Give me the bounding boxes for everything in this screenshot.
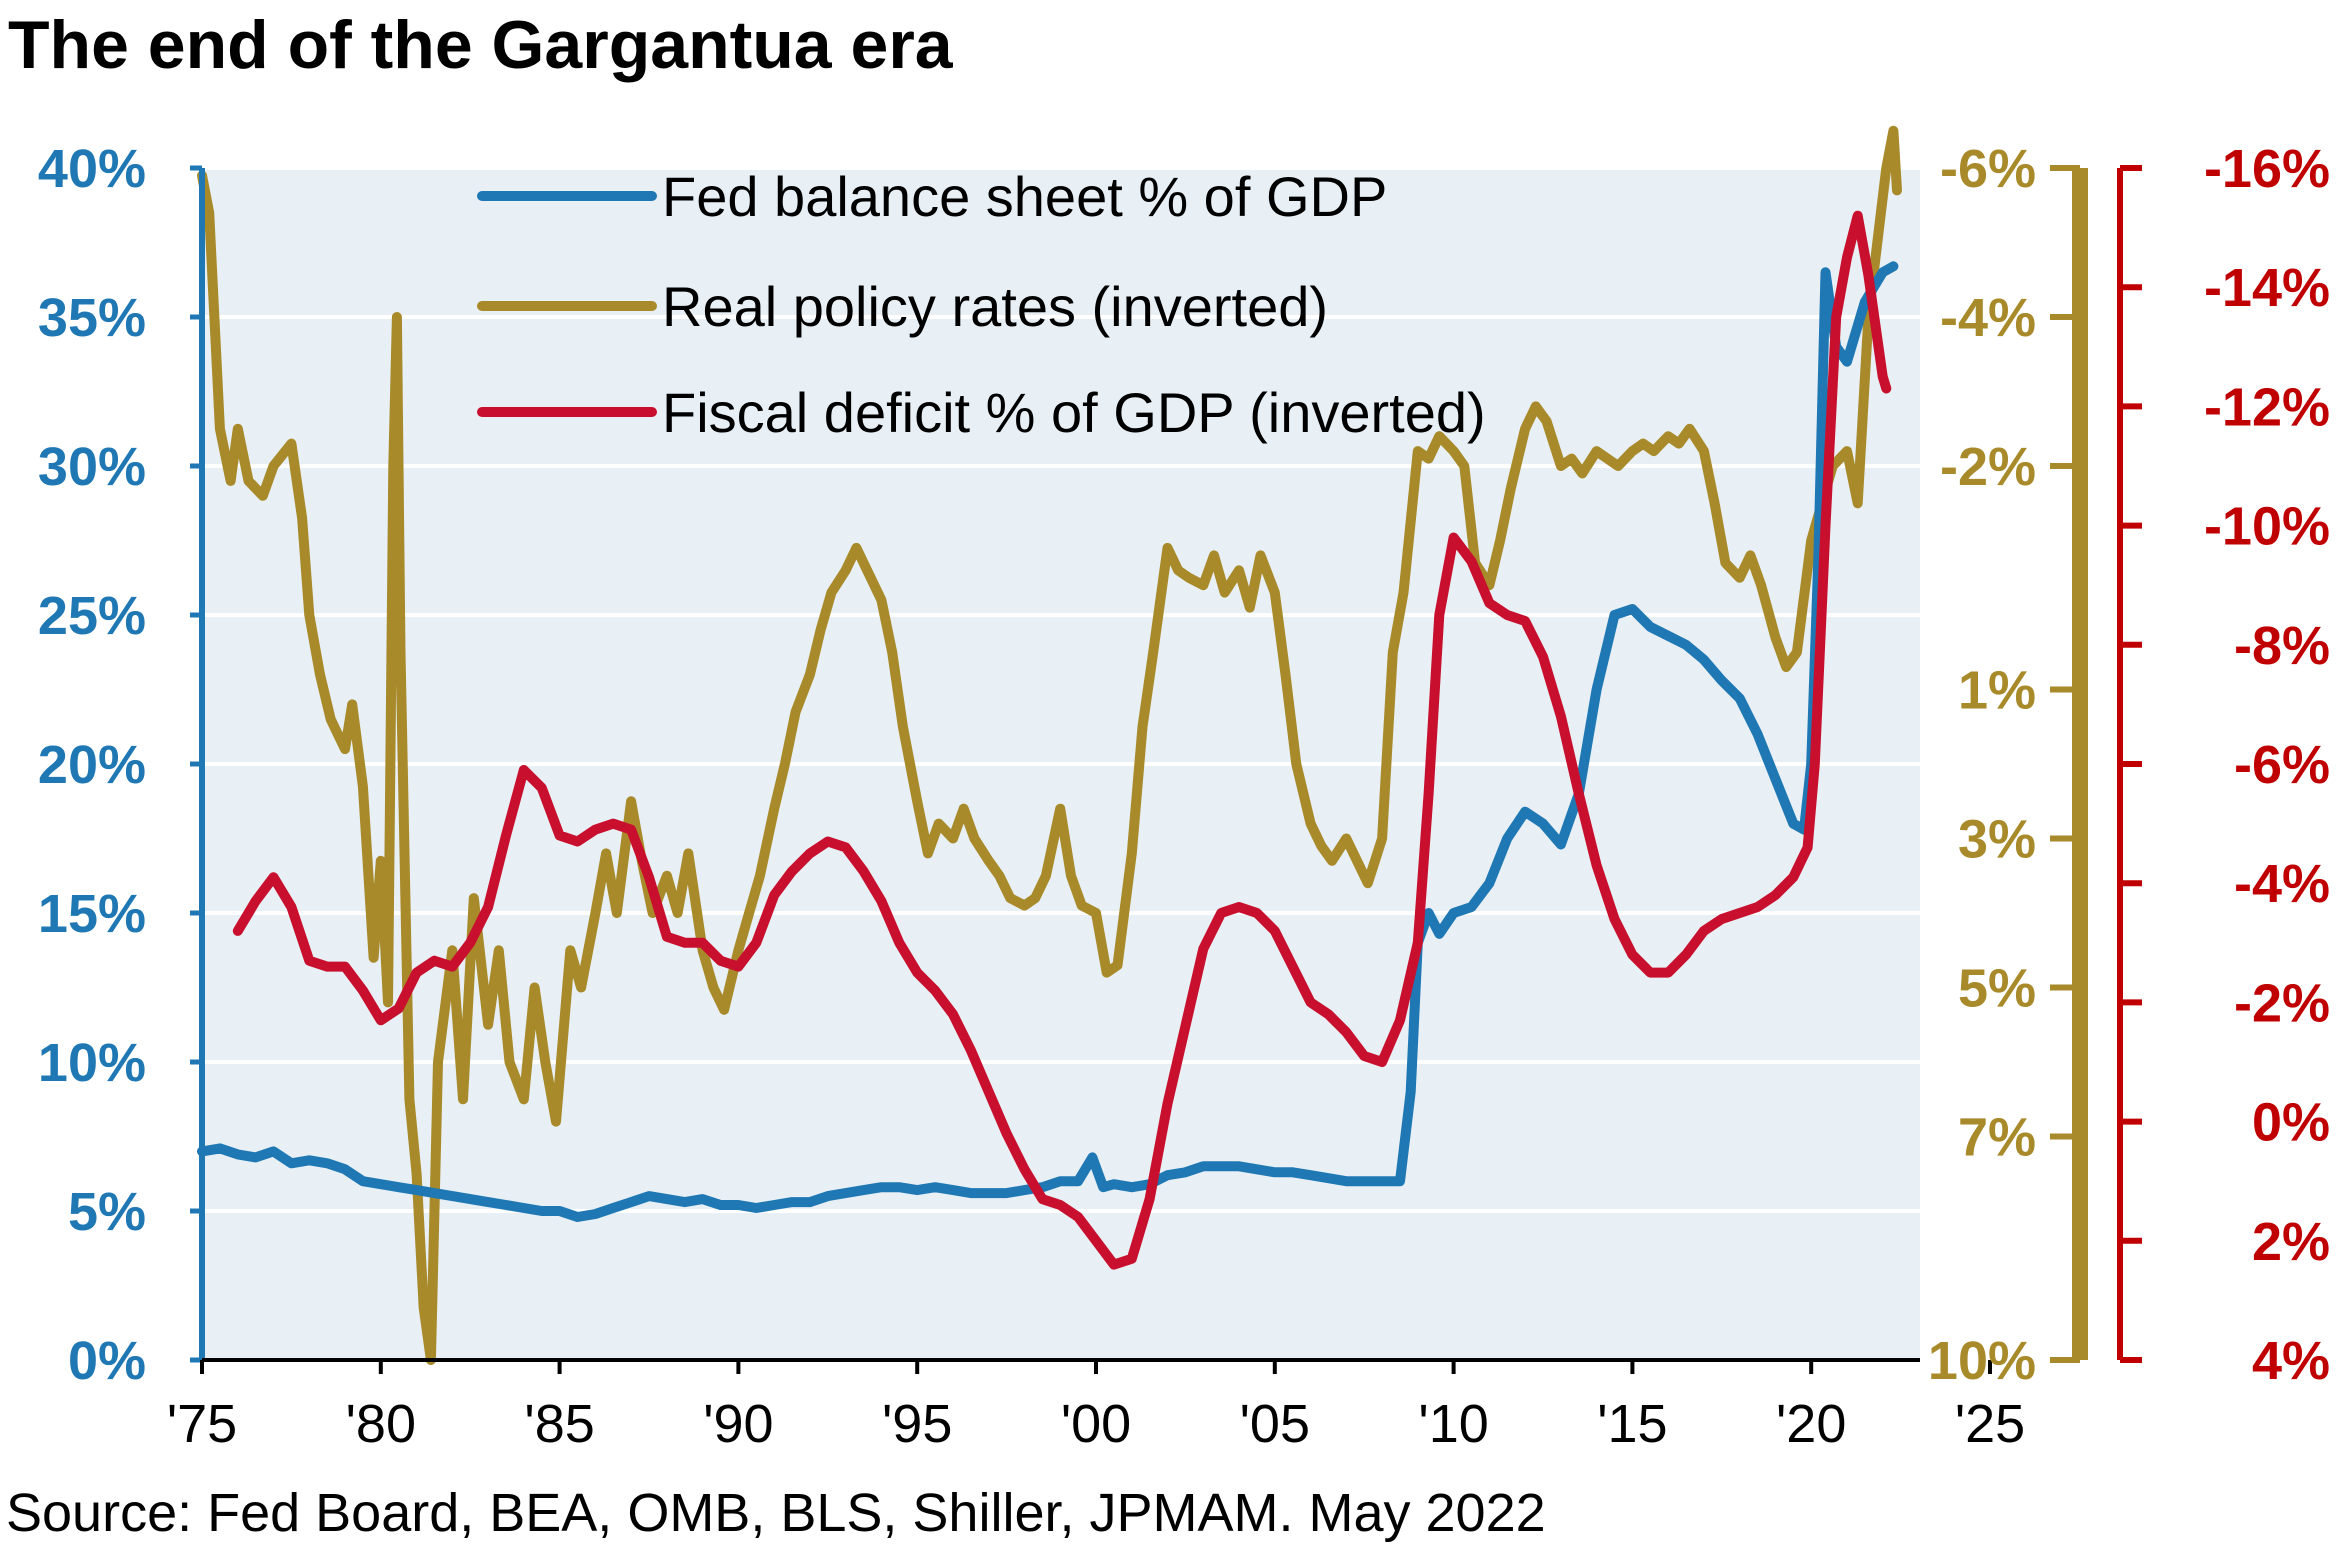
left-tick-label: 0%: [68, 1331, 146, 1391]
red-tick-label: -8%: [2234, 616, 2330, 676]
left-tick-label: 25%: [38, 586, 146, 646]
x-tick-label: '85: [524, 1394, 594, 1454]
source-note: Source: Fed Board, BEA, OMB, BLS, Shille…: [6, 1483, 1546, 1543]
series-line-2: [232, 210, 1892, 1270]
x-tick-label: '80: [346, 1394, 416, 1454]
red-tick-label: -14%: [2204, 258, 2330, 318]
x-tick-label: '05: [1240, 1394, 1310, 1454]
red-tick-label: -10%: [2204, 497, 2330, 557]
gold-tick-label: -2%: [1940, 437, 2036, 497]
x-tick-label: '00: [1061, 1394, 1131, 1454]
red-tick-label: 4%: [2252, 1331, 2330, 1391]
red-tick-label: -2%: [2234, 973, 2330, 1033]
gridlines: [202, 166, 1920, 1213]
left-tick-label: 40%: [38, 139, 146, 199]
legend-label: Real policy rates (inverted): [662, 275, 1328, 338]
x-tick-label: '90: [703, 1394, 773, 1454]
red-tick-label: -12%: [2204, 377, 2330, 437]
gold-tick-label: 7%: [1958, 1108, 2036, 1168]
chart: 0% 5% 10% 15% 20% 25% 30% 35% 40% 10% 7% 5% 3% 1% -2% -…: [38, 125, 2330, 1454]
left-tick-label: 35%: [38, 288, 146, 348]
gold-tick-label: 1%: [1958, 661, 2036, 721]
legend-label: Fed balance sheet % of GDP: [662, 165, 1387, 228]
red-tick-label: -6%: [2234, 735, 2330, 795]
legend-label: Fiscal deficit % of GDP (inverted): [662, 381, 1486, 444]
red-tick-label: 0%: [2252, 1093, 2330, 1153]
left-tick-label: 15%: [38, 884, 146, 944]
left-tick-label: 30%: [38, 437, 146, 497]
gold-tick-label: 3%: [1958, 810, 2036, 870]
chart-title: The end of the Gargantua era: [8, 7, 953, 83]
x-tick-label: '10: [1418, 1394, 1488, 1454]
red-tick-label: -4%: [2234, 854, 2330, 914]
gold-tick-label: -4%: [1940, 288, 2036, 348]
gold-tick-label: -6%: [1940, 139, 2036, 199]
x-tick-label: '25: [1955, 1394, 2025, 1454]
axes-layer: [190, 165, 2142, 1374]
legend: Fed balance sheet % of GDP Real policy ra…: [477, 165, 1486, 444]
red-tick-label: -16%: [2204, 139, 2330, 199]
left-tick-label: 20%: [38, 735, 146, 795]
tick-labels: 0% 5% 10% 15% 20% 25% 30% 35% 40% 10% 7% 5% 3% 1% -2% -…: [38, 139, 2330, 1454]
gold-tick-label: 5%: [1958, 959, 2036, 1019]
left-tick-label: 5%: [68, 1182, 146, 1242]
gold-tick-label: 10%: [1928, 1331, 2036, 1391]
x-tick-label: '20: [1776, 1394, 1846, 1454]
x-tick-label: '75: [167, 1394, 237, 1454]
left-tick-label: 10%: [38, 1033, 146, 1093]
x-tick-label: '95: [882, 1394, 952, 1454]
x-tick-label: '15: [1597, 1394, 1667, 1454]
red-tick-label: 2%: [2252, 1212, 2330, 1272]
series-line-0: [197, 261, 1899, 1222]
